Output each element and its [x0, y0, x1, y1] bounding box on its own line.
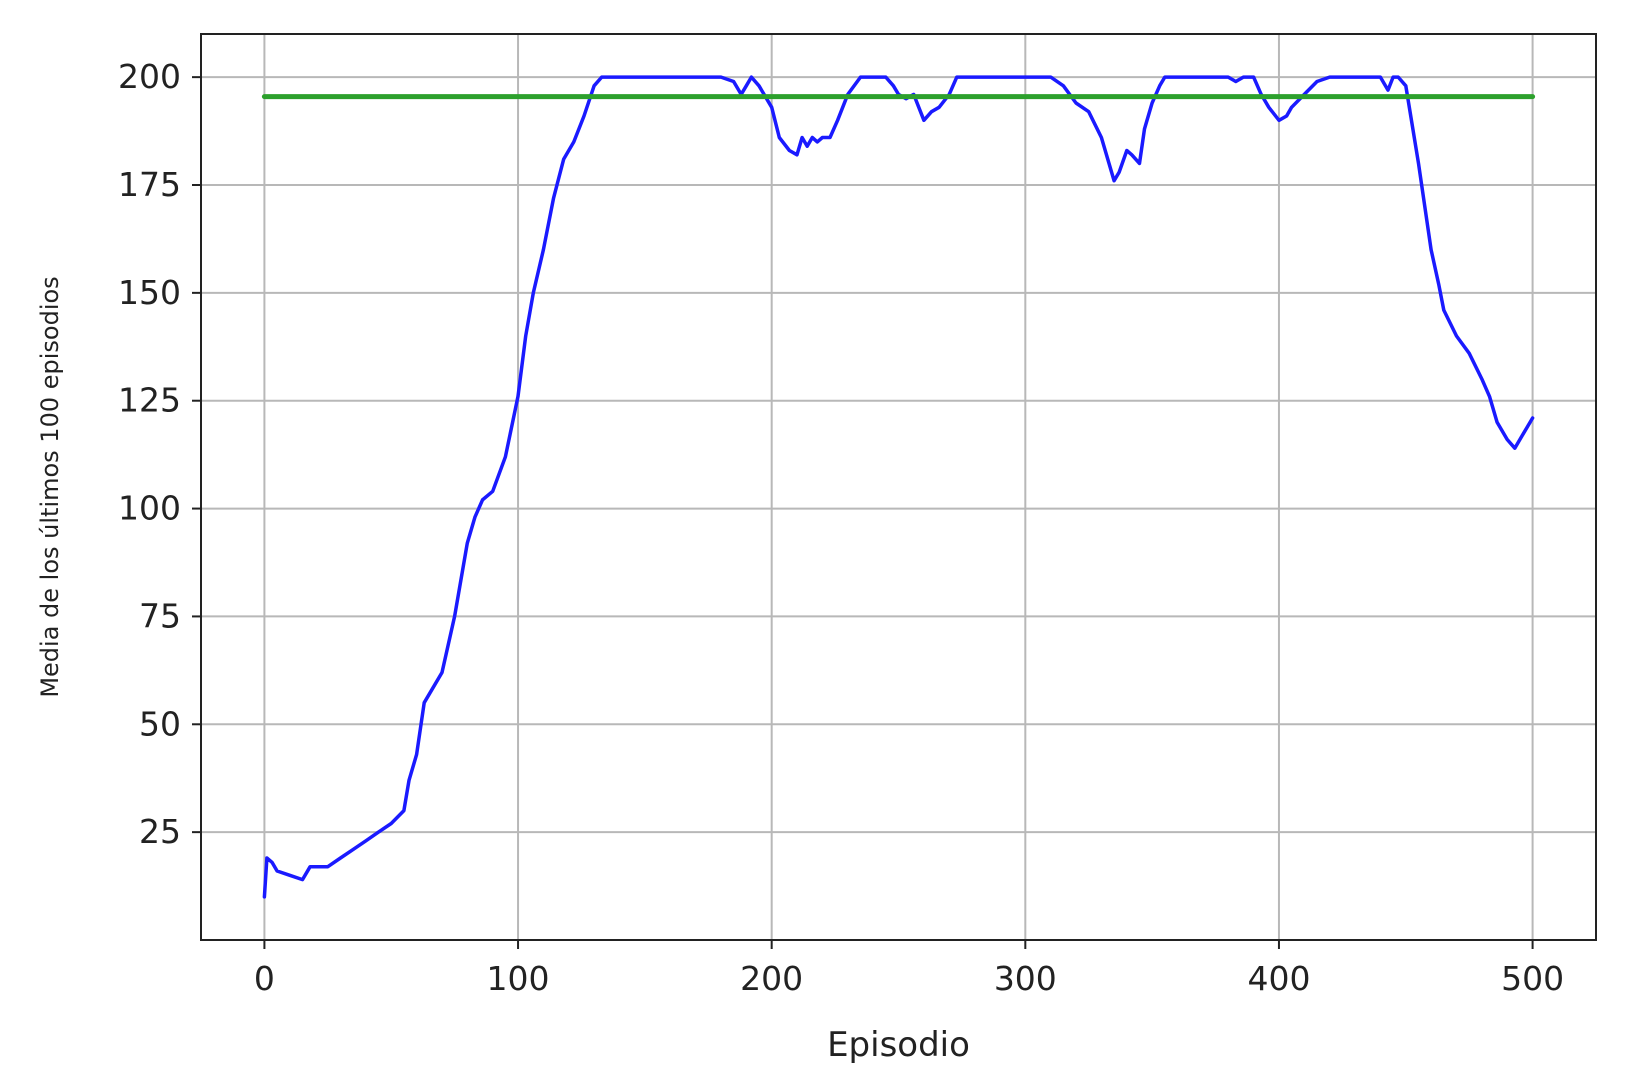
y-tick-label: 50 [139, 704, 181, 743]
y-tick-label: 25 [139, 812, 181, 851]
x-tick-label: 200 [740, 959, 803, 998]
x-axis-title: Episodio [827, 1025, 970, 1065]
plot-frame [200, 33, 1597, 941]
y-tick-label: 125 [118, 381, 181, 420]
y-tick-label: 175 [118, 165, 181, 204]
axis-ticks: 0 100 200 300 400 500 25 50 75 100 125 150 175 200 [118, 57, 1564, 998]
y-axis-title: Media de los últimos 100 episodios [36, 276, 64, 697]
y-tick-label: 75 [139, 596, 181, 635]
y-tick-label: 200 [118, 57, 181, 96]
x-tick-label: 400 [1247, 959, 1310, 998]
x-tick-label: 0 [254, 959, 275, 998]
x-tick-label: 500 [1501, 959, 1564, 998]
series-layer [261, 75, 1536, 899]
y-tick-label: 150 [118, 273, 181, 312]
x-tick-label: 100 [487, 959, 550, 998]
mean-reward-line [262, 75, 1535, 899]
x-tick-label: 300 [994, 959, 1057, 998]
y-tick-label: 100 [118, 489, 181, 528]
